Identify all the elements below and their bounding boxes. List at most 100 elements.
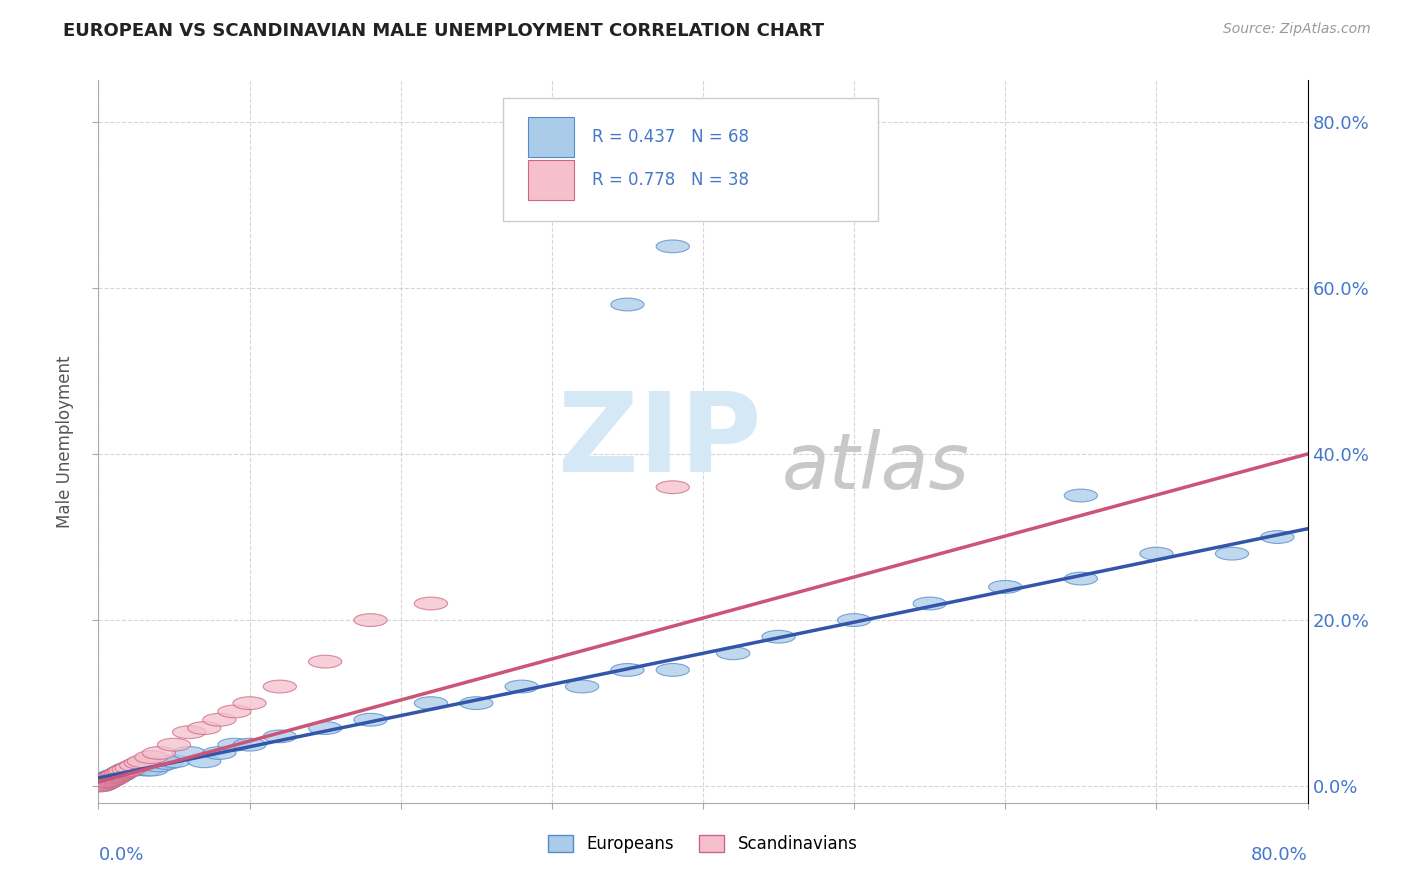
Ellipse shape <box>460 697 494 709</box>
Ellipse shape <box>100 770 134 782</box>
Ellipse shape <box>96 772 129 785</box>
Ellipse shape <box>131 764 163 776</box>
Ellipse shape <box>83 779 117 792</box>
Ellipse shape <box>308 656 342 668</box>
Ellipse shape <box>93 774 125 787</box>
FancyBboxPatch shape <box>527 161 574 200</box>
Text: ZIP: ZIP <box>558 388 761 495</box>
Ellipse shape <box>1215 548 1249 560</box>
Ellipse shape <box>97 772 131 784</box>
Ellipse shape <box>110 764 142 777</box>
Ellipse shape <box>142 759 176 772</box>
Ellipse shape <box>142 747 176 759</box>
Ellipse shape <box>912 597 946 610</box>
Text: R = 0.778   N = 38: R = 0.778 N = 38 <box>592 171 749 189</box>
Ellipse shape <box>988 581 1022 593</box>
Ellipse shape <box>173 747 205 759</box>
Ellipse shape <box>110 764 142 777</box>
Ellipse shape <box>105 765 139 779</box>
Ellipse shape <box>103 768 136 781</box>
Y-axis label: Male Unemployment: Male Unemployment <box>56 355 75 528</box>
Ellipse shape <box>101 769 135 781</box>
Ellipse shape <box>202 747 236 759</box>
Ellipse shape <box>105 765 139 779</box>
Ellipse shape <box>84 778 118 791</box>
Ellipse shape <box>87 776 121 789</box>
Ellipse shape <box>202 714 236 726</box>
Ellipse shape <box>127 755 160 768</box>
Ellipse shape <box>104 766 138 780</box>
Text: atlas: atlas <box>782 429 970 505</box>
Ellipse shape <box>127 759 160 772</box>
Ellipse shape <box>114 764 146 776</box>
Ellipse shape <box>218 739 252 751</box>
Ellipse shape <box>91 775 124 788</box>
Ellipse shape <box>610 664 644 676</box>
Ellipse shape <box>93 774 125 787</box>
Ellipse shape <box>308 722 342 734</box>
Text: Source: ZipAtlas.com: Source: ZipAtlas.com <box>1223 22 1371 37</box>
Ellipse shape <box>107 764 141 778</box>
Ellipse shape <box>187 755 221 768</box>
Ellipse shape <box>111 764 143 776</box>
Ellipse shape <box>233 697 266 709</box>
Ellipse shape <box>94 772 127 784</box>
Ellipse shape <box>135 751 167 764</box>
Ellipse shape <box>657 664 689 676</box>
Ellipse shape <box>86 777 120 790</box>
Ellipse shape <box>1140 548 1173 560</box>
Ellipse shape <box>135 764 167 776</box>
Ellipse shape <box>122 758 156 771</box>
Ellipse shape <box>124 756 157 769</box>
Ellipse shape <box>90 775 122 788</box>
Ellipse shape <box>1064 489 1098 502</box>
Ellipse shape <box>120 759 153 772</box>
Ellipse shape <box>100 769 134 781</box>
Ellipse shape <box>86 777 120 790</box>
Ellipse shape <box>565 680 599 693</box>
Ellipse shape <box>94 773 127 786</box>
Ellipse shape <box>657 481 689 493</box>
Ellipse shape <box>263 680 297 693</box>
Ellipse shape <box>115 762 148 774</box>
Ellipse shape <box>93 772 125 785</box>
Ellipse shape <box>112 763 145 775</box>
Ellipse shape <box>173 726 205 739</box>
Ellipse shape <box>101 768 135 781</box>
Ellipse shape <box>1261 531 1294 543</box>
Ellipse shape <box>354 714 387 726</box>
Legend: Europeans, Scandinavians: Europeans, Scandinavians <box>541 828 865 860</box>
Ellipse shape <box>415 697 447 709</box>
Ellipse shape <box>120 759 153 772</box>
Ellipse shape <box>118 764 152 776</box>
Ellipse shape <box>104 766 138 780</box>
Ellipse shape <box>117 761 150 773</box>
Ellipse shape <box>121 760 155 772</box>
Ellipse shape <box>505 680 538 693</box>
Ellipse shape <box>218 705 252 718</box>
FancyBboxPatch shape <box>527 117 574 156</box>
Ellipse shape <box>762 631 796 643</box>
Ellipse shape <box>96 772 129 785</box>
Ellipse shape <box>103 767 136 780</box>
Ellipse shape <box>263 730 297 743</box>
Ellipse shape <box>97 771 131 783</box>
Ellipse shape <box>187 722 221 734</box>
Ellipse shape <box>90 776 122 789</box>
Ellipse shape <box>87 776 121 789</box>
Ellipse shape <box>233 739 266 751</box>
Ellipse shape <box>90 776 122 789</box>
Ellipse shape <box>91 775 124 788</box>
Ellipse shape <box>98 769 132 781</box>
Text: 0.0%: 0.0% <box>98 847 143 864</box>
Ellipse shape <box>157 739 191 751</box>
Ellipse shape <box>94 773 127 786</box>
Text: EUROPEAN VS SCANDINAVIAN MALE UNEMPLOYMENT CORRELATION CHART: EUROPEAN VS SCANDINAVIAN MALE UNEMPLOYME… <box>63 22 824 40</box>
Ellipse shape <box>415 597 447 610</box>
Ellipse shape <box>98 770 132 782</box>
Ellipse shape <box>84 778 118 791</box>
Ellipse shape <box>150 756 183 769</box>
Ellipse shape <box>90 774 122 787</box>
Ellipse shape <box>91 773 124 786</box>
Ellipse shape <box>96 771 129 783</box>
